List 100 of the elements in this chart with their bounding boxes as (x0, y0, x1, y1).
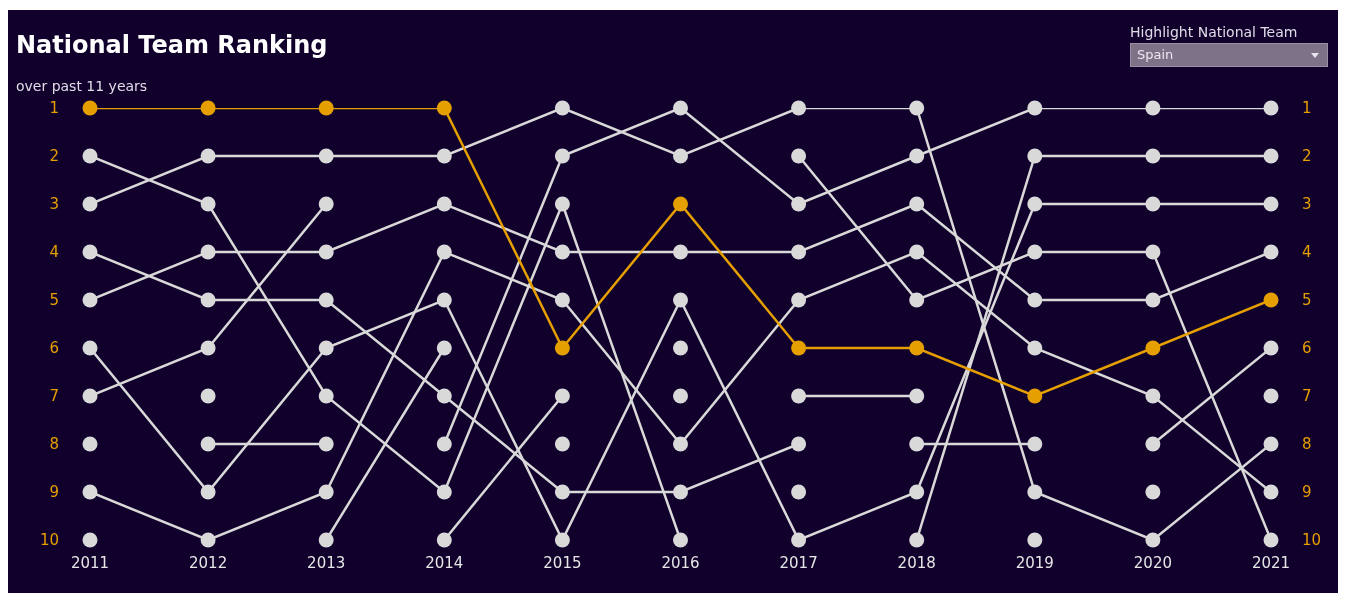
point (909, 148, 925, 164)
y2-tick-label: 5 (1302, 291, 1312, 310)
point (200, 436, 216, 452)
point (554, 100, 570, 116)
y2-tick-label: 3 (1302, 195, 1312, 214)
point (1263, 244, 1279, 260)
point (200, 244, 216, 260)
point (82, 292, 98, 308)
point (1145, 532, 1161, 548)
point (318, 148, 334, 164)
point (554, 340, 570, 356)
point (1027, 340, 1043, 356)
point (791, 388, 807, 404)
point (82, 196, 98, 212)
point (200, 388, 216, 404)
point (436, 148, 452, 164)
point (318, 484, 334, 500)
point (200, 484, 216, 500)
point (909, 388, 925, 404)
point (791, 148, 807, 164)
y2-tick-label: 10 (1302, 531, 1322, 550)
point (318, 340, 334, 356)
y-tick-label: 7 (49, 387, 59, 406)
point (1027, 100, 1043, 116)
point (791, 484, 807, 500)
point (673, 292, 688, 308)
point (318, 100, 334, 116)
point (200, 100, 216, 116)
point (82, 532, 98, 548)
point (318, 436, 334, 452)
point (554, 196, 570, 212)
point (1263, 196, 1279, 212)
y2-tick-label: 1 (1302, 99, 1312, 118)
y-tick-label: 6 (49, 339, 59, 358)
point (1263, 532, 1279, 548)
point (318, 532, 334, 548)
point (791, 436, 807, 452)
x-tick-label: 2016 (661, 554, 700, 572)
point (82, 244, 98, 260)
x-tick-label: 2018 (897, 554, 936, 572)
point (554, 388, 570, 404)
point (554, 436, 570, 452)
point (1145, 100, 1161, 116)
point (1145, 484, 1161, 500)
point (200, 148, 216, 164)
point (1027, 532, 1043, 548)
y2-tick-label: 4 (1302, 243, 1312, 262)
x-tick-label: 2021 (1251, 554, 1291, 572)
point (200, 292, 216, 308)
point (1263, 484, 1279, 500)
point (436, 388, 452, 404)
point (554, 148, 570, 164)
point (909, 484, 925, 500)
point (82, 436, 98, 452)
point (436, 292, 452, 308)
point (318, 292, 334, 308)
point (909, 292, 925, 308)
point (436, 244, 452, 260)
point (436, 484, 452, 500)
x-tick-label: 2017 (779, 554, 818, 572)
y2-tick-label: 6 (1302, 339, 1312, 358)
point (791, 340, 807, 356)
point (791, 532, 807, 548)
point (82, 388, 98, 404)
point (1145, 244, 1161, 260)
point (1145, 148, 1161, 164)
point (1263, 100, 1279, 116)
point (673, 484, 688, 500)
y-tick-label: 1 (49, 99, 59, 118)
y-tick-label: 10 (39, 531, 59, 550)
point (909, 244, 925, 260)
point (1145, 196, 1161, 212)
point (1263, 292, 1279, 308)
x-tick-label: 2020 (1133, 554, 1172, 572)
point (1145, 388, 1161, 404)
point (1145, 292, 1161, 308)
y2-tick-label: 2 (1302, 147, 1312, 166)
point (1263, 340, 1279, 356)
point (1263, 388, 1279, 404)
point (200, 340, 216, 356)
point (436, 196, 452, 212)
chart-title: National Team Ranking (15, 31, 328, 60)
x-tick-label: 2014 (425, 554, 464, 572)
y2-tick-label: 8 (1302, 435, 1312, 454)
point (909, 196, 925, 212)
point (554, 244, 570, 260)
point (673, 388, 688, 404)
point (318, 388, 334, 404)
point (1145, 340, 1161, 356)
point (1027, 244, 1043, 260)
point (82, 484, 98, 500)
point (1145, 436, 1161, 452)
point (436, 532, 452, 548)
point (673, 436, 688, 452)
point (82, 340, 98, 356)
point (82, 100, 98, 116)
y-tick-label: 2 (49, 147, 59, 166)
point (673, 532, 688, 548)
point (1263, 148, 1279, 164)
y-tick-label: 8 (49, 435, 59, 454)
